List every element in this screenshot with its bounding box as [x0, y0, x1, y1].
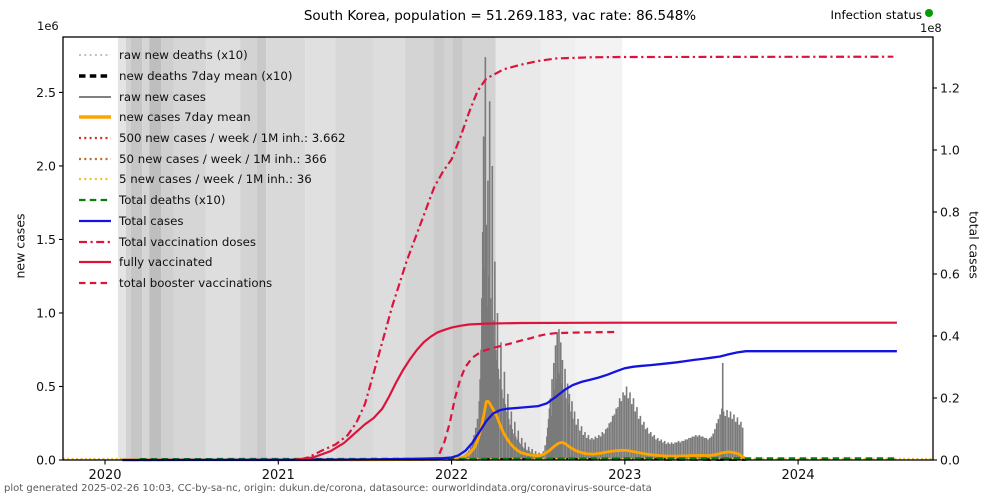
legend-item-label: raw new deaths (x10): [119, 48, 248, 63]
x-tick-label: 2021: [262, 468, 295, 483]
right-tick-label: 1.2: [940, 80, 960, 95]
legend-item: raw new deaths (x10): [78, 45, 346, 66]
legend-item: 5 new cases / week / 1M inh.: 36: [78, 169, 346, 190]
series-total-cases: [122, 350, 897, 462]
legend-item: new deaths 7day mean (x10): [78, 66, 346, 87]
right-tick-label: 1.0: [940, 142, 960, 157]
background-band: [118, 37, 126, 460]
background-band: [205, 37, 241, 460]
legend-line-icon: [79, 115, 111, 120]
x-tick-label: 2024: [782, 468, 815, 483]
x-tick-label: 2020: [88, 468, 121, 483]
legend-item: Total cases: [78, 211, 346, 232]
legend-item: 500 new cases / week / 1M inh.: 3.662: [78, 128, 346, 149]
background-band: [575, 37, 623, 460]
background-band: [452, 37, 463, 460]
legend-item-label: Total cases: [119, 213, 184, 228]
legend-item: new cases 7day mean: [78, 107, 346, 128]
right-tick-label: 0.8: [940, 204, 960, 219]
x-tick-label: 2023: [608, 468, 641, 483]
legend-item: Total deaths (x10): [78, 190, 346, 211]
left-tick-label: 2.0: [36, 158, 56, 173]
series-total-vaccination-doses: [300, 55, 894, 461]
background-band: [256, 37, 267, 460]
legend-line-icon: [79, 240, 111, 243]
legend-item-label: raw new cases: [119, 89, 206, 104]
legend-item-label: 50 new cases / week / 1M inh.: 366: [119, 151, 327, 166]
right-axis-offset-label: 1e8: [920, 21, 942, 35]
legend-item-label: new cases 7day mean: [119, 110, 251, 125]
background-band: [444, 37, 453, 460]
left-axis-offset-label: 1e6: [37, 19, 59, 33]
legend-line-icon: [79, 199, 111, 202]
series-total-booster-vaccinations: [438, 330, 617, 455]
background-band: [173, 37, 206, 460]
left-tick-label: 0.0: [36, 453, 56, 468]
legend-line-icon: [79, 54, 111, 57]
right-tick-label: 0.6: [940, 266, 960, 281]
legend-item-label: Total deaths (x10): [119, 193, 226, 208]
axis-ticks: [59, 87, 937, 465]
legend-item-label: total booster vaccinations: [119, 275, 273, 290]
footer-credit: plot generated 2025-02-26 10:03, CC-by-s…: [4, 483, 652, 494]
legend-line-icon: [79, 261, 111, 264]
legend-item-label: 500 new cases / week / 1M inh.: 3.662: [119, 131, 346, 146]
background-band: [149, 37, 162, 460]
legend-line-icon: [79, 157, 111, 160]
left-tick-label: 1.5: [36, 232, 56, 247]
legend-line-icon: [79, 178, 111, 181]
axis-tick-labels: 0.0 0.5 1.0 1.5 2.0 2.5 0.0 0.2 0.4 0.6 0.8 1.0 1.2 2…: [36, 80, 960, 483]
background-band: [404, 37, 434, 460]
legend-item: 50 new cases / week / 1M inh.: 366: [78, 148, 346, 169]
legend-item-label: new deaths 7day mean (x10): [119, 69, 293, 84]
right-tick-label: 0.2: [940, 390, 960, 405]
legend-item: fully vaccinated: [78, 252, 346, 273]
background-band: [305, 37, 336, 460]
right-tick-label: 0.4: [940, 328, 960, 343]
background-band: [161, 37, 174, 460]
legend: raw new deaths (x10) new deaths 7day mean…: [78, 45, 346, 293]
background-band: [125, 37, 132, 460]
legend-item-label: 5 new cases / week / 1M inh.: 36: [119, 172, 312, 187]
legend-item: Total vaccination doses: [78, 231, 346, 252]
legend-line-icon: [79, 281, 111, 285]
background-band: [266, 37, 306, 460]
legend-line-icon: [79, 74, 111, 78]
legend-item: raw new cases: [78, 86, 346, 107]
background-band: [373, 37, 405, 460]
left-tick-label: 2.5: [36, 85, 56, 100]
series-fully-vaccinated: [295, 321, 897, 461]
legend-item-label: Total vaccination doses: [119, 234, 257, 249]
legend-item: total booster vaccinations: [78, 273, 346, 294]
background-band: [495, 37, 541, 460]
left-tick-label: 0.5: [36, 379, 56, 394]
status-dot-icon: [925, 9, 933, 17]
legend-line-icon: [79, 95, 111, 98]
background-band: [142, 37, 150, 460]
right-tick-label: 0.0: [940, 453, 960, 468]
x-tick-label: 2022: [435, 468, 468, 483]
background-band: [335, 37, 374, 460]
background-band: [433, 37, 445, 460]
left-tick-label: 1.0: [36, 305, 56, 320]
legend-line-icon: [79, 136, 111, 140]
legend-item-label: fully vaccinated: [119, 255, 213, 270]
axes-frame: [62, 36, 934, 461]
background-band: [131, 37, 143, 460]
chart-title: South Korea, population = 51.269.183, va…: [303, 8, 697, 24]
legend-line-icon: [79, 219, 111, 222]
infection-status-label: Infection status: [830, 8, 922, 22]
background-band: [240, 37, 257, 460]
